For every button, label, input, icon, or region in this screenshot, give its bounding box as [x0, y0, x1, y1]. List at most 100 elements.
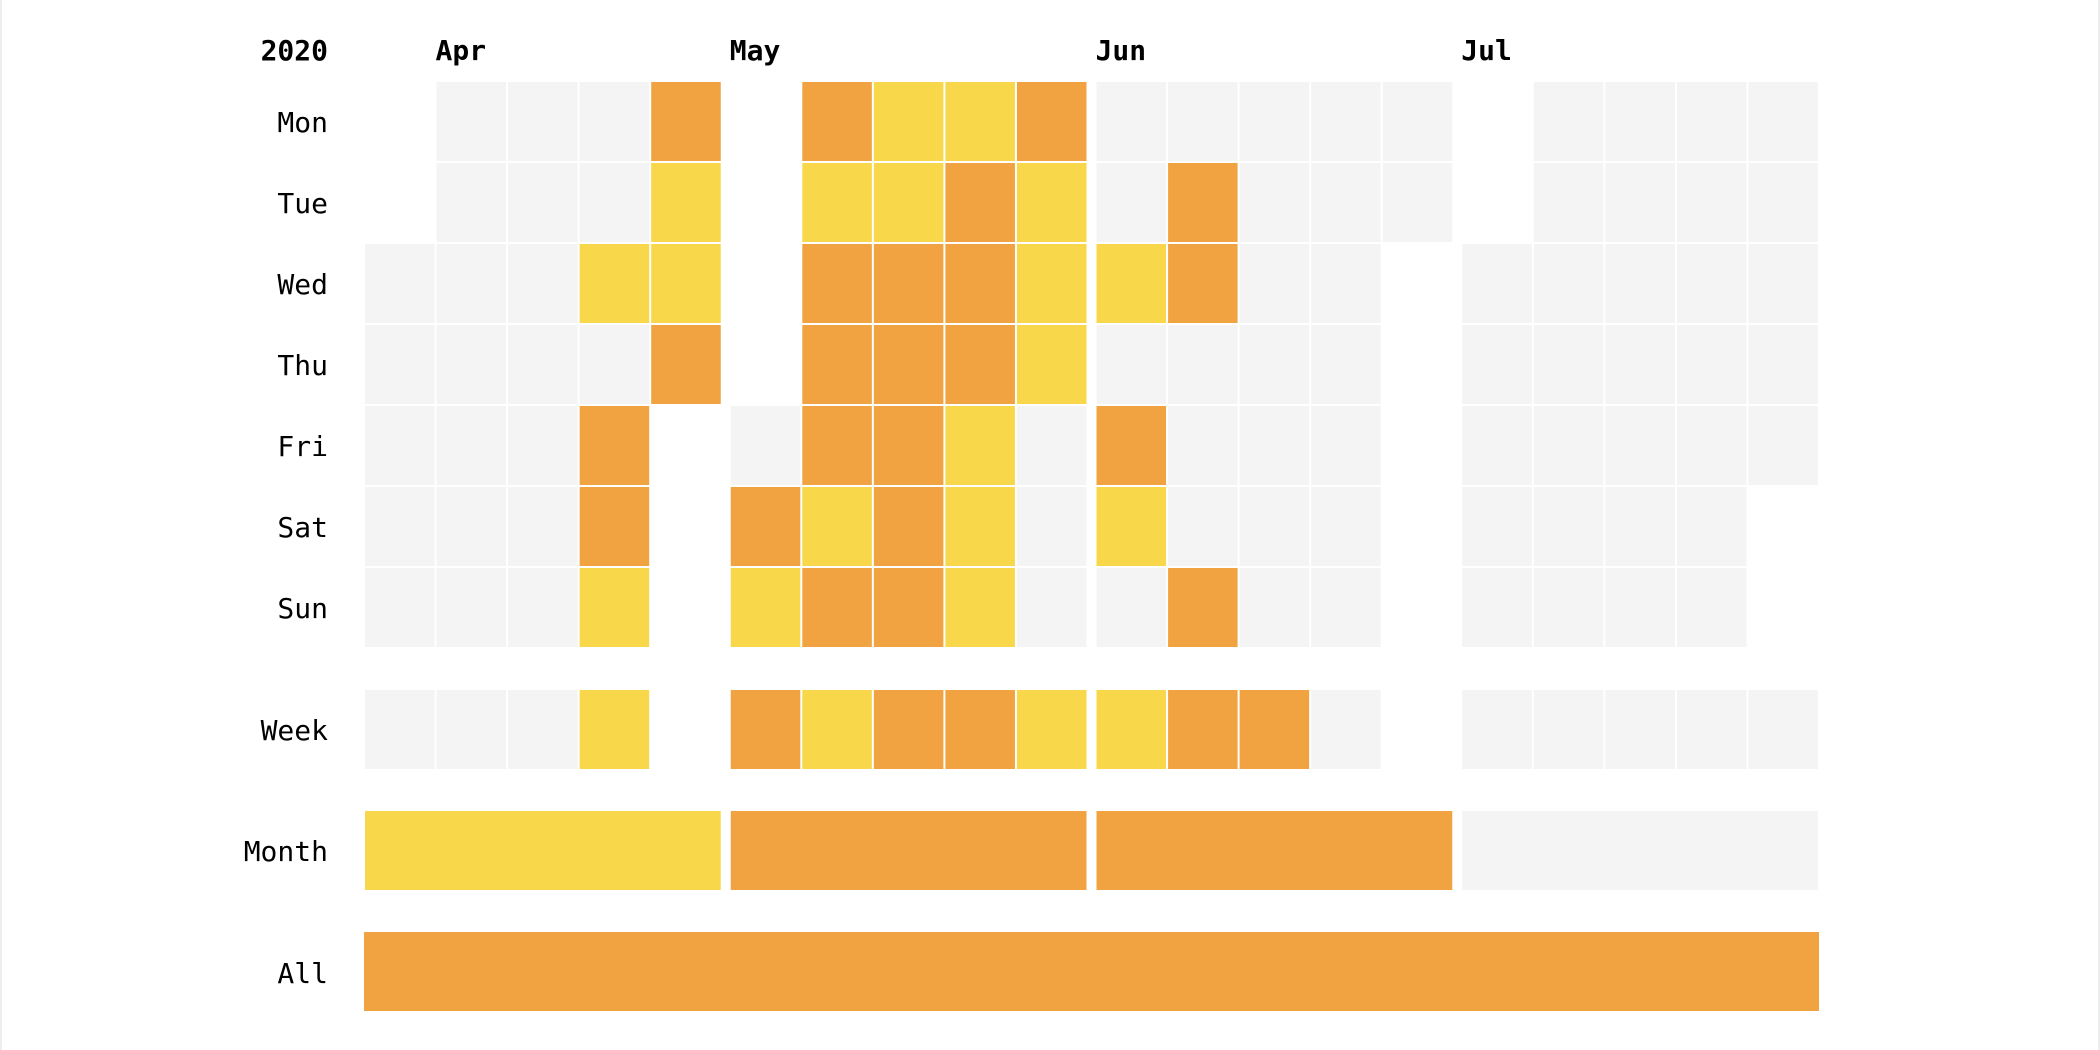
- day-cell-jun-w3-d1: [1239, 82, 1310, 161]
- day-cell-apr-w4-d2: [579, 163, 650, 242]
- day-cell-may-w2-d1: [802, 82, 872, 161]
- day-cell-may-w1-d6: [730, 487, 801, 566]
- week-cell-jun-1: [1096, 690, 1167, 769]
- day-cell-jul-w5-d5: [1748, 406, 1818, 485]
- day-cell-may-w3-d2: [873, 163, 944, 242]
- day-cell-may-w3-d7: [873, 568, 944, 647]
- day-cell-apr-w4-d6: [579, 487, 650, 566]
- day-cell-jul-w4-d2: [1676, 163, 1747, 242]
- day-cell-apr-w1-d6: [365, 487, 435, 566]
- day-label-tue: Tue: [277, 187, 328, 220]
- day-cell-may-w5-d3: [1016, 244, 1087, 323]
- day-cell-jun-w3-d2: [1239, 163, 1310, 242]
- month-header-jul: Jul: [1461, 34, 1512, 67]
- week-cell-jul-4: [1676, 690, 1747, 769]
- month-cells: [365, 811, 1818, 890]
- day-cell-jun-w4-d4: [1311, 325, 1381, 404]
- day-cell-jun-w2-d3: [1168, 244, 1238, 323]
- day-label-wed: Wed: [277, 268, 328, 301]
- day-cell-jul-w2-d1: [1533, 82, 1604, 161]
- day-cell-jul-w1-d4: [1462, 325, 1532, 404]
- day-cell-jun-w3-d5: [1239, 406, 1310, 485]
- day-cell-jul-w3-d4: [1605, 325, 1675, 404]
- day-cell-jun-w3-d7: [1239, 568, 1310, 647]
- day-cell-jun-w1-d5: [1096, 406, 1167, 485]
- all-cells: [364, 932, 1819, 1011]
- day-cell-jul-w1-d5: [1462, 406, 1532, 485]
- day-cell-jul-w3-d2: [1605, 163, 1675, 242]
- day-cell-jul-w1-d3: [1462, 244, 1532, 323]
- day-cell-may-w1-d7: [730, 568, 801, 647]
- day-cell-jun-w4-d2: [1311, 163, 1381, 242]
- day-cell-may-w5-d6: [1016, 487, 1087, 566]
- day-cell-jul-w3-d6: [1605, 487, 1675, 566]
- month-cell-may: [730, 811, 1087, 890]
- day-cell-jul-w4-d1: [1676, 82, 1747, 161]
- day-cell-jul-w3-d7: [1605, 568, 1675, 647]
- day-cell-jul-w2-d2: [1533, 163, 1604, 242]
- day-cell-jul-w5-d4: [1748, 325, 1818, 404]
- left-border: [0, 0, 2, 1050]
- all-cell: [364, 932, 1819, 1011]
- day-cell-may-w4-d7: [945, 568, 1015, 647]
- row-labels: Mon Tue Wed Thu Fri Sat Sun Week Month A…: [244, 106, 328, 990]
- day-cell-jun-w2-d4: [1168, 325, 1238, 404]
- day-cell-jun-w3-d4: [1239, 325, 1310, 404]
- day-cell-apr-w1-d5: [365, 406, 435, 485]
- day-cell-may-w2-d2: [802, 163, 872, 242]
- month-header-may: May: [730, 34, 781, 67]
- day-cell-jun-w2-d7: [1168, 568, 1238, 647]
- day-cell-may-w3-d6: [873, 487, 944, 566]
- day-cell-jul-w3-d1: [1605, 82, 1675, 161]
- day-cell-jul-w3-d5: [1605, 406, 1675, 485]
- day-cell-apr-w3-d1: [508, 82, 578, 161]
- day-cell-jul-w1-d7: [1462, 568, 1532, 647]
- day-cell-may-w4-d2: [945, 163, 1015, 242]
- day-cell-apr-w2-d1: [436, 82, 507, 161]
- day-cell-apr-w3-d7: [508, 568, 578, 647]
- week-cell-apr-2: [436, 690, 507, 769]
- day-cell-jun-w2-d2: [1168, 163, 1238, 242]
- day-cell-jul-w5-d2: [1748, 163, 1818, 242]
- day-cell-jul-w1-d6: [1462, 487, 1532, 566]
- day-cell-may-w2-d7: [802, 568, 872, 647]
- day-cell-may-w2-d3: [802, 244, 872, 323]
- right-border: [2098, 0, 2100, 1050]
- day-cell-apr-w3-d6: [508, 487, 578, 566]
- day-cell-apr-w1-d3: [365, 244, 435, 323]
- day-cell-jun-w4-d5: [1311, 406, 1381, 485]
- day-cell-jul-w4-d3: [1676, 244, 1747, 323]
- week-cell-may-5: [1016, 690, 1087, 769]
- day-cell-may-w5-d7: [1016, 568, 1087, 647]
- day-label-thu: Thu: [277, 349, 328, 382]
- day-cell-jun-w4-d6: [1311, 487, 1381, 566]
- day-cell-apr-w2-d3: [436, 244, 507, 323]
- day-cell-jun-w1-d4: [1096, 325, 1167, 404]
- week-cell-jun-4: [1311, 690, 1381, 769]
- row-label-all: All: [277, 957, 328, 990]
- week-cell-jul-3: [1605, 690, 1675, 769]
- day-cell-may-w4-d6: [945, 487, 1015, 566]
- day-cell-jun-w1-d7: [1096, 568, 1167, 647]
- row-label-month: Month: [244, 835, 328, 868]
- day-cell-may-w4-d5: [945, 406, 1015, 485]
- day-cell-may-w2-d5: [802, 406, 872, 485]
- day-cell-jul-w4-d5: [1676, 406, 1747, 485]
- day-cell-jun-w2-d1: [1168, 82, 1238, 161]
- month-headers: Apr May Jun Jul: [436, 34, 1512, 67]
- day-cell-jun-w1-d3: [1096, 244, 1167, 323]
- month-cell-jul: [1462, 811, 1818, 890]
- week-cell-may-1: [730, 690, 801, 769]
- day-cell-apr-w5-d2: [651, 163, 721, 242]
- day-label-fri: Fri: [277, 430, 328, 463]
- day-cell-may-w2-d4: [802, 325, 872, 404]
- day-cell-jul-w2-d6: [1533, 487, 1604, 566]
- row-label-week: Week: [261, 714, 329, 747]
- day-cell-jun-w5-d2: [1382, 163, 1453, 242]
- day-cells: [365, 82, 1818, 647]
- day-cell-apr-w2-d5: [436, 406, 507, 485]
- week-cell-jun-3: [1239, 690, 1310, 769]
- day-cell-jun-w3-d6: [1239, 487, 1310, 566]
